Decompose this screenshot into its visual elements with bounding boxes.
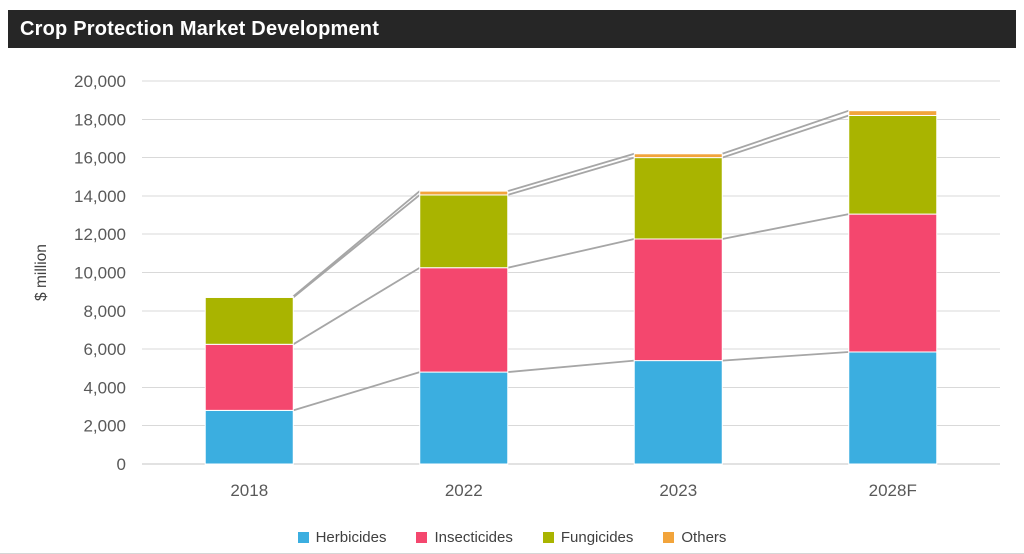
bar-segment-insecticides xyxy=(419,267,509,373)
series-connector-line xyxy=(292,194,421,299)
y-tick-label: 16,000 xyxy=(74,149,126,168)
legend-label: Insecticides xyxy=(434,528,513,546)
bar-segment-herbicides xyxy=(848,351,938,465)
bar-segment-fungicides xyxy=(633,157,723,240)
bar-segment-herbicides xyxy=(633,360,723,465)
legend-label: Herbicides xyxy=(315,528,387,546)
series-connector-line xyxy=(721,109,850,155)
bar-segment-insecticides xyxy=(633,238,723,362)
bar-segment-fungicides xyxy=(848,114,938,215)
series-connector-line xyxy=(507,152,635,192)
bar-segment-others xyxy=(419,190,509,196)
legend-item-fungicides: Fungicides xyxy=(542,528,634,546)
bar-segment-fungicides xyxy=(204,296,294,345)
series-connector-line xyxy=(507,359,635,373)
axis-labels-layer: 0 2,000 4,000 6,000 8,000 10,000 12,000 14,000 1… xyxy=(74,72,917,500)
legend-label: Fungicides xyxy=(560,528,634,546)
y-tick-label: 14,000 xyxy=(74,187,126,206)
series-connector-line xyxy=(507,238,635,269)
series-connector-line xyxy=(292,266,421,346)
chart-title: Crop Protection Market Development xyxy=(20,17,380,40)
legend-item-others: Others xyxy=(663,529,726,546)
series-connector-line xyxy=(507,156,635,196)
y-tick-label: 0 xyxy=(117,455,126,474)
y-tick-label: 6,000 xyxy=(83,340,126,359)
y-tick-label: 12,000 xyxy=(74,225,126,244)
x-tick-label: 2018 xyxy=(230,481,268,500)
bar-segment-others xyxy=(204,295,294,298)
bar-segment-insecticides xyxy=(848,213,938,353)
bar-segment-herbicides xyxy=(419,371,509,465)
legend-swatch-icon xyxy=(416,531,428,543)
series-connector-line xyxy=(292,371,421,412)
bars-layer xyxy=(204,110,938,465)
y-tick-label: 4,000 xyxy=(83,378,126,397)
legend-item-herbicides: Herbicides xyxy=(297,528,387,546)
series-connector-lines-layer xyxy=(292,109,850,412)
chart-legend: Herbicides Insecticides Fungicides Others xyxy=(0,526,1024,548)
y-tick-label: 20,000 xyxy=(74,72,126,91)
y-tick-label: 10,000 xyxy=(74,264,126,283)
bar-segment-insecticides xyxy=(204,343,294,411)
x-tick-label: 2023 xyxy=(659,481,697,500)
chart-title-bar: Crop Protection Market Development xyxy=(8,10,1016,48)
legend-swatch-icon xyxy=(663,531,675,543)
y-tick-label: 8,000 xyxy=(83,302,126,321)
y-axis-title: $ million xyxy=(33,244,50,301)
series-connector-line xyxy=(292,190,421,298)
series-connector-line xyxy=(722,351,849,362)
legend-swatch-icon xyxy=(297,531,309,543)
bar-segment-others xyxy=(633,153,723,159)
legend-swatch-icon xyxy=(542,531,554,543)
series-connector-line xyxy=(721,114,850,159)
y-tick-label: 2,000 xyxy=(83,417,126,436)
bar-segment-others xyxy=(848,110,938,116)
bar-segment-fungicides xyxy=(419,194,509,269)
x-tick-label: 2022 xyxy=(445,481,483,500)
y-tick-label: 18,000 xyxy=(74,110,126,129)
series-connector-line xyxy=(722,213,849,240)
legend-item-insecticides: Insecticides xyxy=(416,528,513,546)
legend-label: Others xyxy=(681,528,727,546)
x-tick-label: 2028F xyxy=(869,481,917,500)
bar-segment-herbicides xyxy=(204,409,294,465)
